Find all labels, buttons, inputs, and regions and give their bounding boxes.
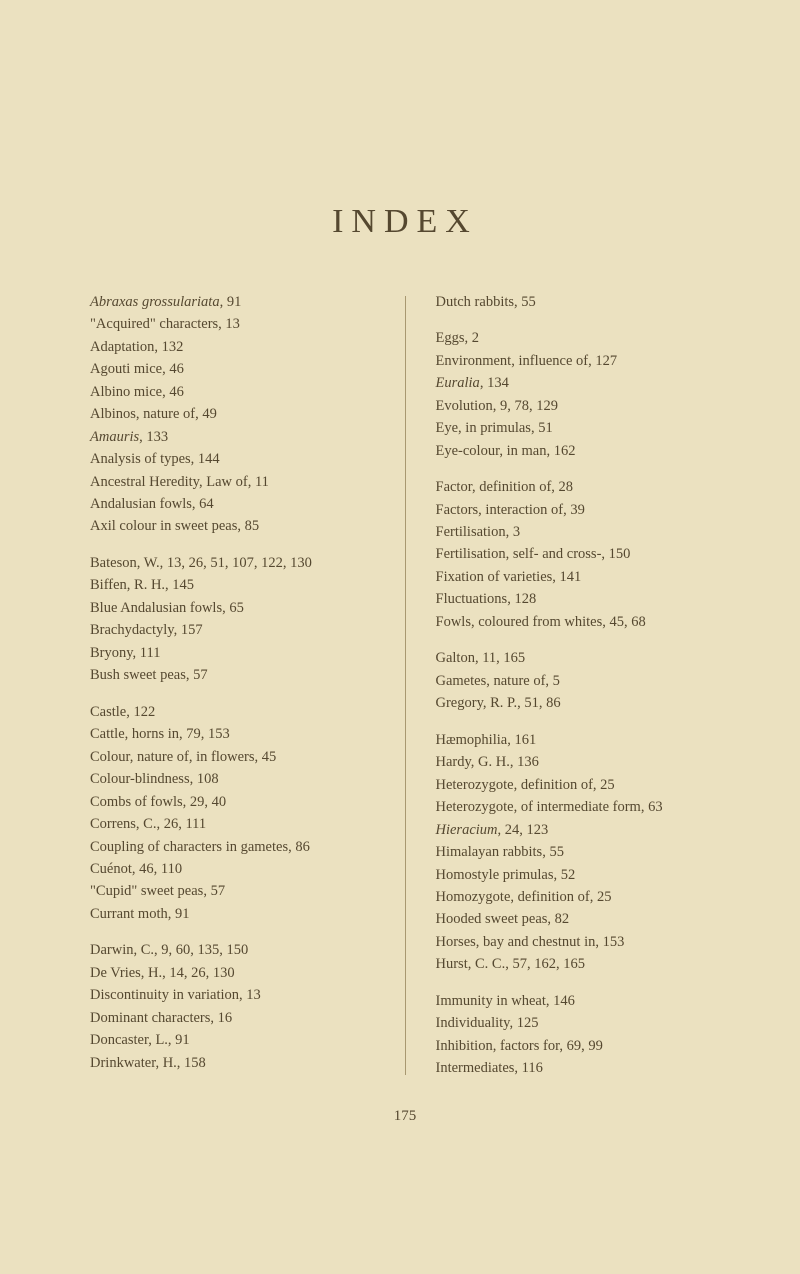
italic-term: Abraxas grossulariata [90, 294, 220, 310]
entry-rest: , 91 [220, 294, 242, 310]
index-entry: Currant moth, 91 [90, 903, 375, 925]
index-entry: Homostyle primulas, 52 [436, 864, 721, 886]
index-entry: Evolution, 9, 78, 129 [436, 395, 721, 417]
section-break [436, 976, 721, 990]
index-entry: Eggs, 2 [436, 327, 721, 349]
index-entry: Fowls, coloured from whites, 45, 68 [436, 611, 721, 633]
index-entry: Castle, 122 [90, 701, 375, 723]
italic-term: Euralia [436, 375, 480, 391]
index-entry: Adaptation, 132 [90, 336, 375, 358]
index-entry: Hæmophilia, 161 [436, 729, 721, 751]
index-entry: Brachydactyly, 157 [90, 619, 375, 641]
index-entry: Hardy, G. H., 136 [436, 751, 721, 773]
index-entry: Amauris, 133 [90, 426, 375, 448]
index-entry: Euralia, 134 [436, 372, 721, 394]
index-entry: Ancestral Heredity, Law of, 11 [90, 471, 375, 493]
section-break [90, 925, 375, 939]
index-entry: Darwin, C., 9, 60, 135, 150 [90, 939, 375, 961]
index-entry: Galton, 11, 165 [436, 647, 721, 669]
index-entry: Immunity in wheat, 146 [436, 990, 721, 1012]
index-entry: Factors, interaction of, 39 [436, 499, 721, 521]
index-entry: Blue Andalusian fowls, 65 [90, 597, 375, 619]
index-entry: Horses, bay and chestnut in, 153 [436, 931, 721, 953]
index-entry: Gametes, nature of, 5 [436, 670, 721, 692]
right-column: Dutch rabbits, 55 Eggs, 2Environment, inf… [436, 291, 721, 1080]
index-entry: Hurst, C. C., 57, 162, 165 [436, 953, 721, 975]
italic-term: Amauris [90, 429, 139, 445]
index-page: INDEX Abraxas grossulariata, 91"Acquired… [0, 0, 800, 1165]
index-entry: Abraxas grossulariata, 91 [90, 291, 375, 313]
left-column: Abraxas grossulariata, 91"Acquired" char… [90, 291, 375, 1080]
index-entry: Homozygote, definition of, 25 [436, 886, 721, 908]
section-break [90, 687, 375, 701]
index-entry: Heterozygote, of intermediate form, 63 [436, 796, 721, 818]
index-entry: Himalayan rabbits, 55 [436, 841, 721, 863]
section-break [436, 633, 721, 647]
index-entry: Eye, in primulas, 51 [436, 417, 721, 439]
index-entry: Colour-blindness, 108 [90, 768, 375, 790]
entry-rest: , 134 [480, 375, 509, 391]
index-entry: Fluctuations, 128 [436, 588, 721, 610]
index-entry: Albinos, nature of, 49 [90, 403, 375, 425]
index-entry: Gregory, R. P., 51, 86 [436, 692, 721, 714]
entry-rest: , 24, 123 [498, 822, 549, 838]
index-entry: Factor, definition of, 28 [436, 476, 721, 498]
index-entry: Biffen, R. H., 145 [90, 574, 375, 596]
index-entry: Individuality, 125 [436, 1012, 721, 1034]
index-entry: Combs of fowls, 29, 40 [90, 791, 375, 813]
index-entry: Cattle, horns in, 79, 153 [90, 723, 375, 745]
index-entry: Cuénot, 46, 110 [90, 858, 375, 880]
index-entry: Agouti mice, 46 [90, 358, 375, 380]
index-entry: "Acquired" characters, 13 [90, 313, 375, 335]
column-divider [405, 296, 406, 1075]
index-entry: Environment, influence of, 127 [436, 350, 721, 372]
index-entry: Inhibition, factors for, 69, 99 [436, 1035, 721, 1057]
section-break [90, 538, 375, 552]
entry-rest: , 133 [139, 429, 168, 445]
index-entry: Andalusian fowls, 64 [90, 493, 375, 515]
index-entry: Hieracium, 24, 123 [436, 819, 721, 841]
index-entry: Correns, C., 26, 111 [90, 813, 375, 835]
page-number: 175 [90, 1108, 720, 1125]
index-entry: Dominant characters, 16 [90, 1007, 375, 1029]
index-entry: Bateson, W., 13, 26, 51, 107, 122, 130 [90, 552, 375, 574]
index-entry: Eye-colour, in man, 162 [436, 440, 721, 462]
index-entry: Hooded sweet peas, 82 [436, 908, 721, 930]
index-entry: Intermediates, 116 [436, 1057, 721, 1079]
index-entry: De Vries, H., 14, 26, 130 [90, 962, 375, 984]
index-entry: Coupling of characters in gametes, 86 [90, 836, 375, 858]
index-entry: Dutch rabbits, 55 [436, 291, 721, 313]
index-entry: Discontinuity in variation, 13 [90, 984, 375, 1006]
index-entry: Bush sweet peas, 57 [90, 664, 375, 686]
index-entry: Fixation of varieties, 141 [436, 566, 721, 588]
index-entry: Doncaster, L., 91 [90, 1029, 375, 1051]
index-entry: Heterozygote, definition of, 25 [436, 774, 721, 796]
index-entry: Fertilisation, self- and cross-, 150 [436, 543, 721, 565]
index-entry: Bryony, 111 [90, 642, 375, 664]
italic-term: Hieracium [436, 822, 498, 838]
index-entry: Axil colour in sweet peas, 85 [90, 515, 375, 537]
index-entry: Colour, nature of, in flowers, 45 [90, 746, 375, 768]
page-title: INDEX [90, 203, 720, 241]
index-columns: Abraxas grossulariata, 91"Acquired" char… [90, 291, 720, 1080]
section-break [436, 462, 721, 476]
index-entry: "Cupid" sweet peas, 57 [90, 880, 375, 902]
index-entry: Albino mice, 46 [90, 381, 375, 403]
index-entry: Analysis of types, 144 [90, 448, 375, 470]
section-break [436, 313, 721, 327]
index-entry: Drinkwater, H., 158 [90, 1052, 375, 1074]
section-break [436, 715, 721, 729]
index-entry: Fertilisation, 3 [436, 521, 721, 543]
